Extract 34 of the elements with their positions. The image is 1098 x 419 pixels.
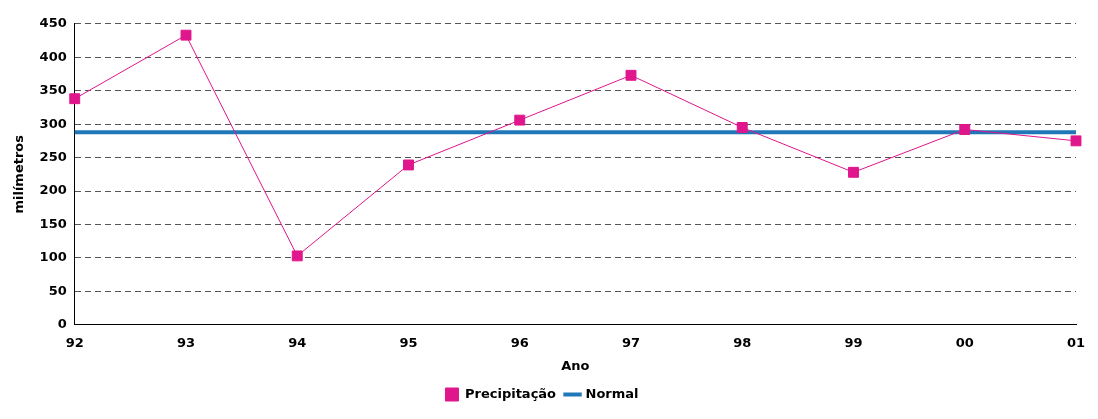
y-tick-label: 250 xyxy=(39,148,67,164)
point xyxy=(1070,135,1082,147)
legend-label: Normal xyxy=(585,385,639,401)
point xyxy=(69,93,81,105)
y-tick-label: 400 xyxy=(39,48,67,64)
x-tick-label: 94 xyxy=(288,334,307,350)
x-tick-label: 97 xyxy=(621,334,641,350)
point xyxy=(180,29,192,41)
x-tick-label: 99 xyxy=(844,334,863,350)
point xyxy=(848,166,859,178)
y-tick-label: 150 xyxy=(39,215,67,231)
point xyxy=(514,114,526,126)
y-tick-label: 100 xyxy=(39,249,67,265)
y-tick-label: 0 xyxy=(57,316,67,332)
y-tick-label: 200 xyxy=(39,182,67,198)
point xyxy=(625,69,637,81)
legend-label: Precipitação xyxy=(464,385,557,401)
point xyxy=(736,122,748,133)
point xyxy=(403,159,414,171)
point xyxy=(291,250,303,262)
x-tick-label: 00 xyxy=(955,334,974,350)
y-tick-label: 450 xyxy=(39,15,67,31)
point xyxy=(959,124,971,135)
y-tick-label: 50 xyxy=(48,282,67,298)
y-axis-title: milímetros xyxy=(11,134,27,214)
x-tick-label: 98 xyxy=(733,334,752,350)
x-tick-label: 01 xyxy=(1066,334,1086,350)
x-tick-label: 93 xyxy=(176,334,196,350)
y-tick-label: 300 xyxy=(39,115,67,131)
x-tick-label: 96 xyxy=(510,334,529,350)
y-tick-label: 350 xyxy=(39,82,67,98)
x-axis-title: Ano xyxy=(561,357,590,373)
x-tick-label: 95 xyxy=(399,334,418,350)
x-tick-label: 92 xyxy=(65,334,84,350)
